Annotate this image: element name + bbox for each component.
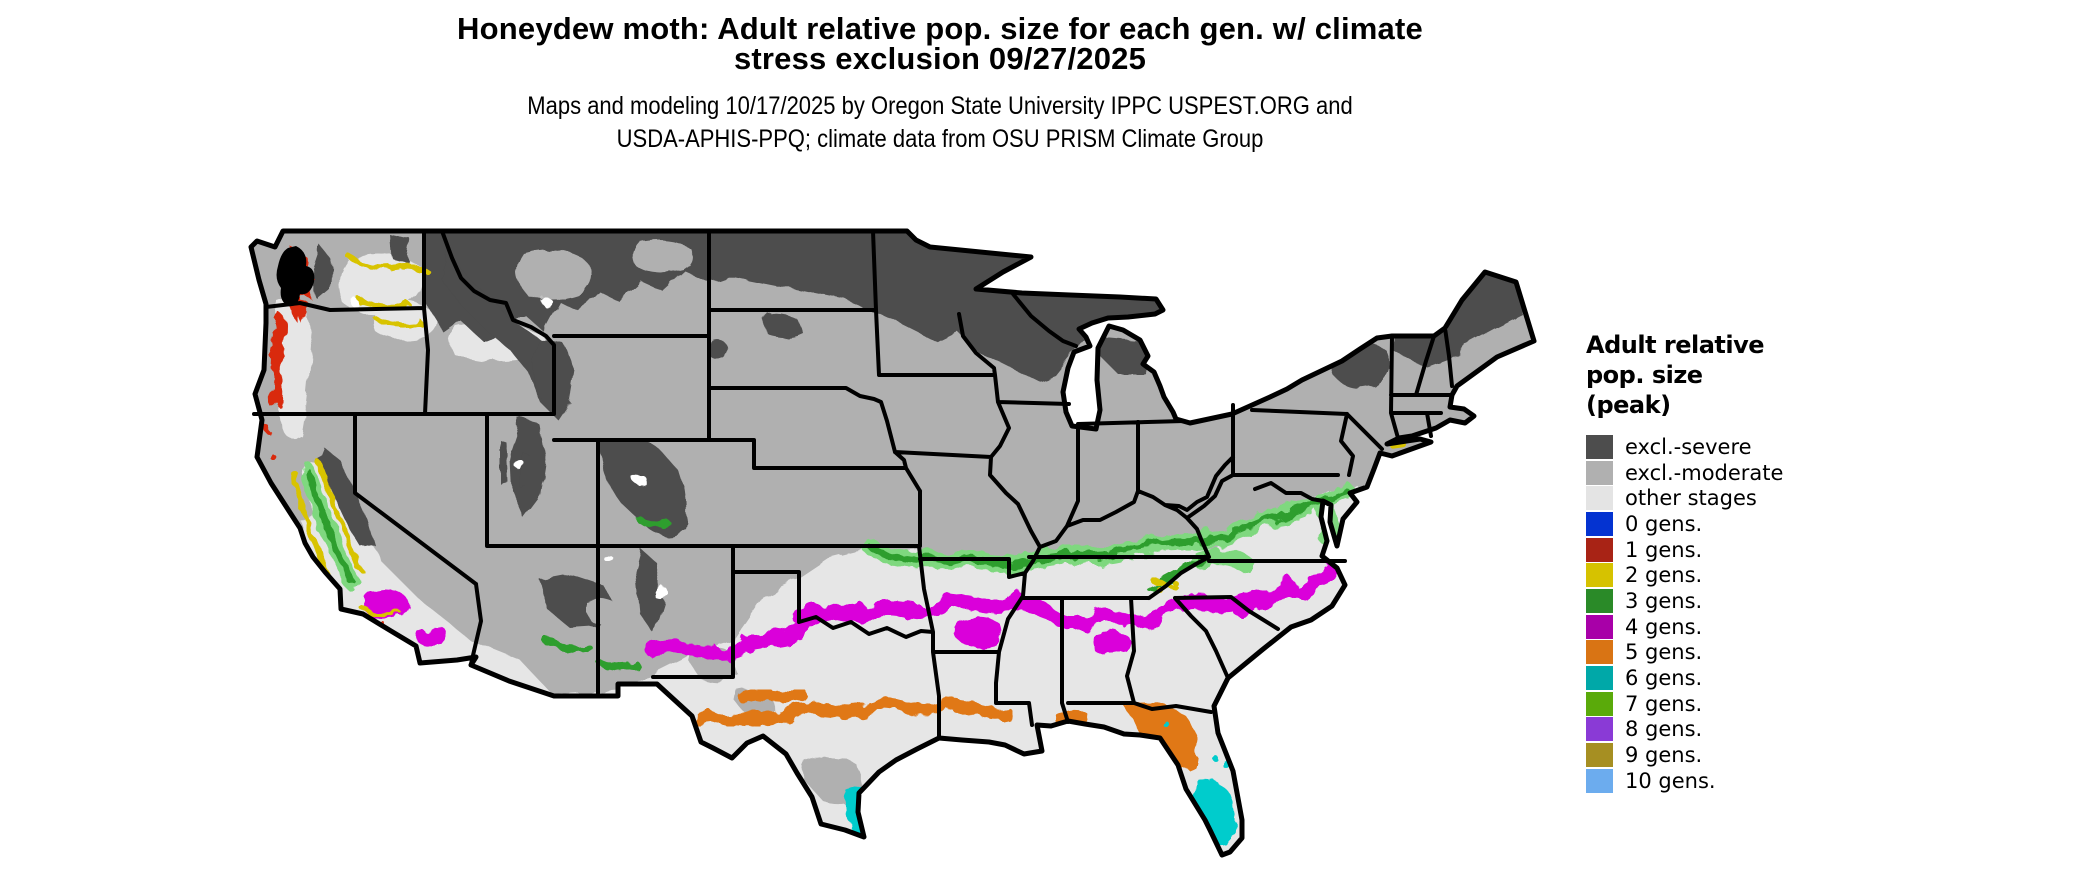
legend-swatch <box>1586 768 1613 793</box>
legend-label: 2 gens. <box>1625 563 1703 588</box>
puget-sound-water <box>276 246 315 307</box>
fill-moderate-patches <box>516 240 866 805</box>
header: Honeydew moth: Adult relative pop. size … <box>0 11 1880 156</box>
legend-item: 6 gens. <box>1586 665 1896 691</box>
legend-label: 9 gens. <box>1625 743 1703 768</box>
legend-label: other stages <box>1625 486 1757 511</box>
subtitle-line2: USDA-APHIS-PPQ; climate data from OSU PR… <box>616 125 1264 153</box>
map-legend: Adult relative pop. size (peak) excl.-se… <box>1586 330 1896 794</box>
legend-item: 1 gens. <box>1586 537 1896 563</box>
legend-swatch <box>1586 743 1613 768</box>
legend-swatch <box>1586 460 1613 485</box>
legend-item: 5 gens. <box>1586 640 1896 666</box>
legend-title: Adult relative pop. size (peak) <box>1586 330 1896 420</box>
legend-items: excl.-severe excl.-moderate other stages… <box>1586 434 1896 794</box>
legend-swatch <box>1586 511 1613 536</box>
state-borders <box>252 229 1454 740</box>
legend-item: 8 gens. <box>1586 717 1896 743</box>
patch-4gens <box>365 591 1131 656</box>
legend-label: 1 gens. <box>1625 537 1703 562</box>
legend-swatch <box>1586 666 1613 691</box>
legend-label: excl.-moderate <box>1625 460 1784 485</box>
fill-nodata-white <box>348 295 667 599</box>
legend-swatch <box>1586 588 1613 613</box>
legend-label: 3 gens. <box>1625 588 1703 613</box>
legend-swatch <box>1586 691 1613 716</box>
figure-title-line1: Honeydew moth: Adult relative pop. size … <box>457 11 1423 46</box>
legend-item: 0 gens. <box>1586 511 1896 537</box>
raster-fill-layers <box>251 231 1534 877</box>
legend-title-line3: (peak) <box>1586 391 1671 419</box>
legend-label: excl.-severe <box>1625 434 1752 459</box>
legend-item: 3 gens. <box>1586 588 1896 614</box>
legend-item: excl.-moderate <box>1586 460 1896 486</box>
figure-title-line2: stress exclusion 09/27/2025 <box>733 41 1147 76</box>
legend-swatch <box>1586 563 1613 588</box>
legend-label: 0 gens. <box>1625 511 1703 536</box>
legend-swatch <box>1586 717 1613 742</box>
legend-item: 9 gens. <box>1586 742 1896 768</box>
legend-label: 5 gens. <box>1625 640 1703 665</box>
legend-item: 4 gens. <box>1586 614 1896 640</box>
legend-item: 10 gens. <box>1586 768 1896 794</box>
patch-7gens-keys <box>1215 860 1245 877</box>
legend-item: excl.-severe <box>1586 434 1896 460</box>
legend-swatch <box>1586 614 1613 639</box>
legend-title-line2: pop. size <box>1586 361 1703 389</box>
band-5gens <box>693 687 1012 729</box>
legend-title-line1: Adult relative <box>1586 331 1765 359</box>
legend-swatch <box>1586 640 1613 665</box>
legend-label: 4 gens. <box>1625 614 1703 639</box>
legend-label: 7 gens. <box>1625 691 1703 716</box>
legend-label: 10 gens. <box>1625 768 1716 793</box>
legend-item: other stages <box>1586 485 1896 511</box>
figure-subtitle: Maps and modeling 10/17/2025 by Oregon S… <box>0 90 1880 156</box>
legend-item: 2 gens. <box>1586 562 1896 588</box>
legend-swatch <box>1586 434 1613 459</box>
legend-label: 8 gens. <box>1625 717 1703 742</box>
legend-swatch <box>1586 486 1613 511</box>
legend-label: 6 gens. <box>1625 666 1703 691</box>
subtitle-line1: Maps and modeling 10/17/2025 by Oregon S… <box>527 92 1353 120</box>
legend-swatch <box>1586 537 1613 562</box>
legend-item: 7 gens. <box>1586 691 1896 717</box>
